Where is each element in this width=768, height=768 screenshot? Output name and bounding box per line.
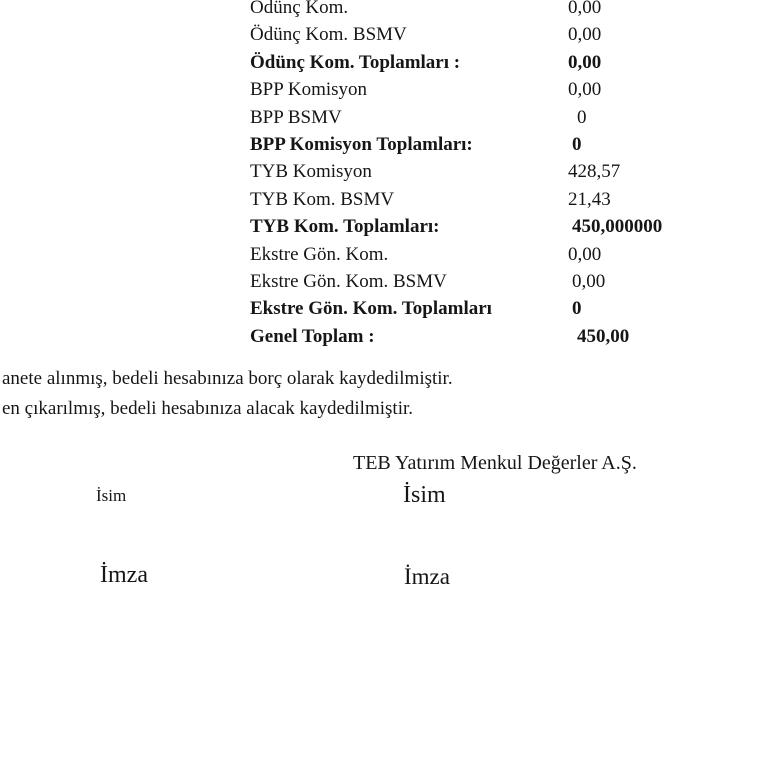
fee-label: BPP Komisyon Toplamları: bbox=[250, 133, 473, 155]
fee-label: TYB Komisyon bbox=[250, 161, 372, 183]
table-row-subtotal: Ödünç Kom. Toplamları : 0,00 bbox=[250, 49, 680, 76]
fee-value: 0,00 bbox=[568, 243, 602, 265]
table-row-subtotal: Ekstre Gön. Kom. Toplamları 0 bbox=[250, 295, 680, 322]
fee-label: Ekstre Gön. Kom. Toplamları bbox=[250, 298, 492, 320]
note-line-credit: en çıkarılmış, bedeli hesabınıza alacak … bbox=[2, 398, 413, 419]
fee-value: 0 bbox=[572, 133, 582, 155]
fee-value: 21,43 bbox=[568, 188, 611, 210]
fee-label: Genel Toplam : bbox=[250, 325, 375, 347]
fee-label: Ödünç Kom. Toplamları : bbox=[250, 51, 461, 73]
fee-label: Ekstre Gön. Kom. BSMV bbox=[250, 270, 447, 292]
table-row-grand-total: Genel Toplam : 450,00 bbox=[250, 323, 680, 350]
table-row: Ekstre Gön. Kom. BSMV 0,00 bbox=[250, 268, 680, 295]
fee-totals-table: Ödünç Kom. 0,00 Ödünç Kom. BSMV 0,00 Ödü… bbox=[250, 0, 680, 350]
fee-label: BPP BSMV bbox=[250, 106, 342, 128]
signature-label-left: İmza bbox=[100, 562, 148, 588]
table-row: TYB Komisyon 428,57 bbox=[250, 158, 680, 185]
name-label-right: İsim bbox=[403, 482, 446, 508]
table-row-subtotal: TYB Kom. Toplamları: 450,000000 bbox=[250, 213, 680, 240]
fee-label: BPP Komisyon bbox=[250, 79, 368, 101]
table-row: Ödünç Kom. 0,00 bbox=[250, 0, 680, 21]
table-row-subtotal: BPP Komisyon Toplamları: 0 bbox=[250, 131, 680, 158]
fee-value: 0,00 bbox=[568, 51, 602, 73]
table-row: BPP BSMV 0 bbox=[250, 104, 680, 131]
footnotes: anete alınmış, bedeli hesabınıza borç ol… bbox=[2, 364, 453, 424]
fee-value: 0,00 bbox=[568, 0, 602, 18]
fee-label: Ödünç Kom. BSMV bbox=[250, 24, 407, 46]
table-row: BPP Komisyon 0,00 bbox=[250, 76, 680, 103]
fee-label: TYB Kom. Toplamları: bbox=[250, 216, 440, 238]
signature-label-right: İmza bbox=[404, 564, 450, 589]
fee-value: 0,00 bbox=[568, 24, 602, 46]
fee-value: 450,000000 bbox=[572, 216, 663, 238]
table-row: Ödünç Kom. BSMV 0,00 bbox=[250, 21, 680, 48]
fee-label: Ekstre Gön. Kom. bbox=[250, 243, 389, 265]
fee-value: 428,57 bbox=[568, 161, 621, 183]
name-label-left: İsim bbox=[96, 486, 127, 505]
note-line-debit: anete alınmış, bedeli hesabınıza borç ol… bbox=[2, 368, 453, 389]
fee-value: 450,00 bbox=[577, 325, 630, 347]
fee-value: 0 bbox=[577, 106, 587, 128]
fee-value: 0,00 bbox=[568, 79, 602, 101]
fee-label: TYB Kom. BSMV bbox=[250, 188, 395, 210]
fee-value: 0,00 bbox=[572, 270, 606, 292]
table-row: TYB Kom. BSMV 21,43 bbox=[250, 186, 680, 213]
fee-label: Ödünç Kom. bbox=[250, 0, 349, 18]
fee-value: 0 bbox=[572, 298, 582, 320]
company-name: TEB Yatırım Menkul Değerler A.Ş. bbox=[353, 452, 637, 474]
table-row: Ekstre Gön. Kom. 0,00 bbox=[250, 241, 680, 268]
